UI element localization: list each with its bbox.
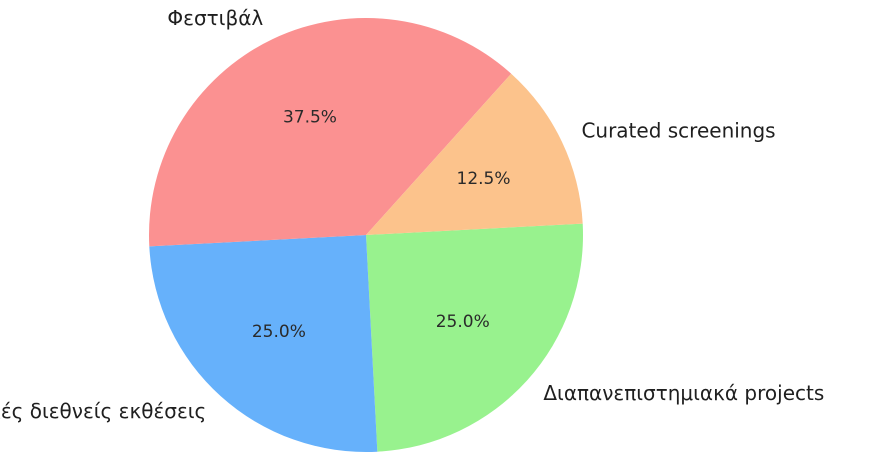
pie-slice-curated-screenings	[366, 73, 583, 235]
pie-slice-interuniversity-projects	[366, 223, 583, 452]
pie-percent-label-international-group-exhibitions: 25.0%	[252, 322, 306, 342]
pie-percent-label-interuniversity-projects: 25.0%	[436, 312, 490, 332]
pie-slice-international-group-exhibitions	[149, 235, 378, 452]
pie-category-label-international-group-exhibitions: Ομαδικές διεθνείς εκθέσεις	[0, 399, 206, 423]
pie-category-label-interuniversity-projects: Διαπανεπιστημιακά projects	[543, 381, 824, 405]
pie-category-label-curated-screenings: Curated screenings	[581, 119, 775, 143]
pie-percent-label-festivals: 37.5%	[283, 107, 337, 127]
pie-category-label-festivals: Φεστιβάλ	[167, 6, 263, 30]
pie-slice-festivals	[149, 18, 512, 247]
pie-percent-label-curated-screenings: 12.5%	[457, 169, 511, 189]
